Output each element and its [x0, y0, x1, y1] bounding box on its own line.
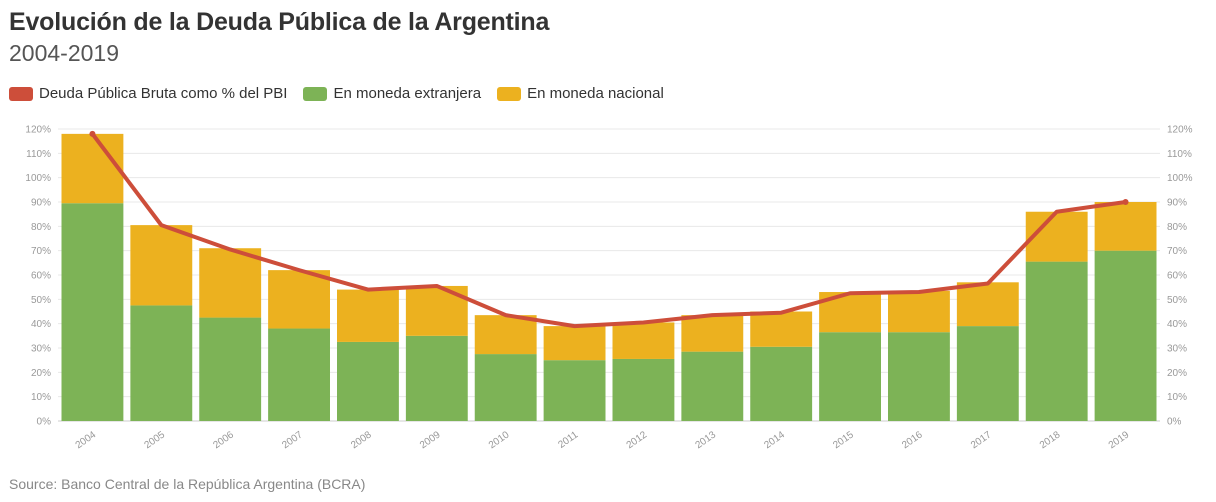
line-total-debt [90, 131, 1128, 329]
y-tick-label-left: 50% [31, 295, 51, 306]
bar-foreign-currency [268, 328, 330, 421]
bar-national-currency [61, 133, 124, 204]
bar-national-currency [681, 315, 744, 352]
x-tick-label: 2010 [487, 429, 512, 451]
bar-national-currency [199, 248, 262, 318]
y-tick-label-left: 40% [31, 319, 51, 330]
bar-foreign-currency [405, 335, 468, 421]
y-tick-label-right: 90% [1167, 198, 1187, 209]
source-note: Source: Banco Central de la República Ar… [9, 476, 366, 492]
y-tick-label-right: 70% [1167, 246, 1187, 257]
bar-foreign-currency [199, 317, 262, 421]
legend-swatch-foreign-currency [303, 86, 328, 101]
bar-foreign-currency [543, 360, 606, 421]
bar-national-currency [1094, 202, 1157, 251]
line-point-total-debt [1122, 199, 1129, 205]
bar-foreign-currency [681, 351, 744, 421]
x-tick-label: 2015 [831, 429, 856, 451]
chart-plot: 0% 0% 10% 10% 20% 20% 30% 30% 40% 40% 50% 50% 60% 60%… [25, 125, 1193, 452]
bar-national-currency [1025, 211, 1088, 262]
x-tick-label: 2019 [1107, 429, 1132, 451]
y-tick-label-right: 10% [1167, 392, 1187, 403]
x-tick-label: 2007 [280, 429, 305, 451]
legend: Deuda Pública Bruta como % del PBI En mo… [9, 85, 680, 102]
y-tick-label-left: 70% [31, 246, 51, 257]
bar-foreign-currency [1025, 261, 1088, 421]
bar-national-currency [888, 290, 950, 333]
legend-label-national-currency: En moneda nacional [527, 85, 664, 102]
x-tick-label: 2017 [969, 429, 994, 451]
x-tick-label: 2014 [762, 429, 787, 451]
x-tick-label: 2013 [693, 429, 718, 451]
bar-national-currency [268, 270, 330, 329]
line-point-total-debt [89, 130, 96, 137]
y-tick-label-right: 50% [1167, 295, 1187, 306]
bar-foreign-currency [337, 341, 399, 421]
bar-national-currency [750, 311, 813, 347]
y-tick-label-left: 10% [31, 392, 51, 403]
y-tick-label-right: 110% [1167, 149, 1192, 160]
y-tick-label-right: 0% [1167, 417, 1182, 428]
x-tick-label: 2005 [142, 429, 167, 451]
y-tick-label-right: 30% [1167, 344, 1187, 355]
bar-foreign-currency [819, 332, 881, 421]
y-tick-label-left: 100% [25, 173, 51, 184]
y-tick-label-left: 60% [31, 271, 51, 282]
y-tick-label-left: 120% [25, 125, 51, 136]
x-tick-label: 2009 [418, 429, 443, 451]
x-tick-label: 2012 [625, 429, 650, 451]
legend-swatch-total-debt [9, 86, 33, 101]
bar-national-currency [130, 225, 193, 306]
chart-title: Evolución de la Deuda Pública de la Arge… [9, 8, 550, 36]
bar-national-currency [956, 282, 1019, 327]
y-tick-label-right: 20% [1167, 368, 1187, 379]
x-tick-label: 2006 [211, 429, 236, 451]
y-tick-label-left: 30% [31, 344, 51, 355]
legend-swatch-national-currency [497, 86, 522, 101]
bar-foreign-currency [474, 354, 537, 421]
bar-foreign-currency [130, 305, 193, 421]
bar-national-currency [474, 315, 537, 355]
bar-national-currency [543, 326, 606, 361]
y-tick-label-left: 110% [26, 149, 51, 160]
y-tick-label-left: 20% [31, 368, 51, 379]
x-tick-label: 2016 [900, 429, 925, 451]
legend-item-national-currency[interactable]: En moneda nacional [497, 85, 664, 102]
legend-label-total-debt: Deuda Pública Bruta como % del PBI [39, 85, 288, 102]
legend-item-foreign-currency[interactable]: En moneda extranjera [303, 85, 481, 102]
y-tick-label-left: 90% [31, 198, 51, 209]
bar-foreign-currency [956, 326, 1019, 421]
bar-foreign-currency [888, 332, 950, 421]
y-tick-label-right: 60% [1167, 271, 1187, 282]
bar-foreign-currency [750, 346, 813, 421]
x-tick-label: 2004 [74, 429, 99, 451]
x-tick-label: 2018 [1038, 429, 1063, 451]
y-tick-label-right: 40% [1167, 319, 1187, 330]
y-tick-label-left: 0% [37, 417, 52, 428]
y-tick-label-right: 100% [1167, 173, 1193, 184]
y-tick-label-right: 80% [1167, 222, 1187, 233]
legend-label-foreign-currency: En moneda extranjera [333, 85, 482, 102]
y-tick-label-left: 80% [31, 222, 51, 233]
bar-national-currency [612, 322, 675, 359]
y-tick-label-right: 120% [1167, 125, 1193, 136]
bar-national-currency [337, 289, 399, 342]
bar-foreign-currency [61, 203, 124, 421]
x-tick-label: 2011 [556, 429, 580, 451]
bar-foreign-currency [612, 358, 675, 421]
chart-subtitle: 2004-2019 [9, 40, 119, 66]
legend-item-total-debt[interactable]: Deuda Pública Bruta como % del PBI [9, 85, 287, 102]
x-tick-label: 2008 [349, 429, 374, 451]
bar-foreign-currency [1094, 250, 1157, 421]
